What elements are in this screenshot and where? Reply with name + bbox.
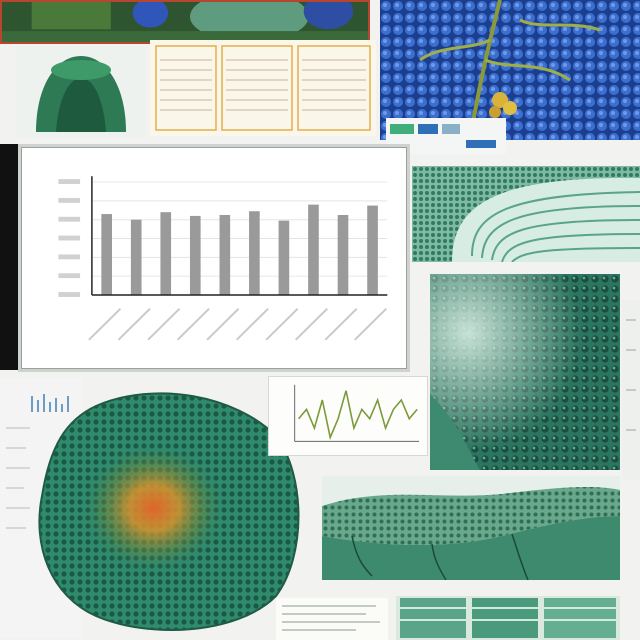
x-tick-label-blurred — [117, 307, 151, 341]
green-specimen-panel — [16, 46, 146, 138]
bar — [189, 215, 201, 295]
line-graph-panel — [268, 376, 428, 456]
green-cell-colony — [36, 386, 304, 636]
bar — [101, 214, 112, 295]
x-tick-label-blurred — [235, 307, 269, 341]
cellular-surface-micrograph — [430, 274, 620, 470]
bar — [367, 205, 378, 295]
x-tick-label-blurred — [324, 307, 358, 341]
line-graph — [294, 384, 420, 442]
y-tick-label-blurred — [58, 254, 81, 260]
data-table-panel — [150, 40, 376, 136]
bar-chart-panel — [18, 144, 410, 372]
blue-cell-fern-panel — [380, 0, 640, 140]
y-tick-label-blurred — [58, 292, 81, 297]
x-tick-label-blurred — [265, 307, 299, 341]
chart-title — [21, 157, 407, 171]
x-tick-label-blurred — [206, 307, 240, 341]
bar — [219, 214, 231, 295]
microscopy-panel-top-left — [0, 0, 370, 44]
stacked-micrograph-strips — [396, 596, 620, 640]
y-tick-label-blurred — [58, 179, 81, 184]
x-tick-label-blurred — [354, 307, 388, 341]
x-tick-label-blurred — [176, 307, 210, 341]
blue-cell-pattern — [380, 0, 640, 140]
y-tick-label-blurred — [58, 273, 81, 279]
bar — [130, 219, 142, 295]
x-tick-label-blurred — [295, 307, 328, 341]
y-tick-label-blurred — [58, 235, 81, 241]
dark-edge-strip — [0, 144, 18, 370]
bar — [249, 211, 260, 295]
bar — [278, 220, 290, 295]
y-tick-label-blurred — [58, 216, 81, 222]
x-tick-label-blurred — [88, 307, 122, 341]
y-tick-label-blurred — [58, 197, 81, 203]
striated-fiber-micrograph — [412, 166, 640, 262]
bar — [337, 214, 349, 295]
tissue-channel-micrograph — [322, 476, 620, 580]
line-series — [298, 390, 418, 441]
bar-chart — [58, 176, 388, 341]
bar — [160, 212, 172, 295]
document-snippet — [276, 598, 388, 640]
bar — [308, 204, 319, 295]
margin-note-strip — [622, 300, 640, 480]
x-tick-label-blurred — [147, 307, 181, 341]
